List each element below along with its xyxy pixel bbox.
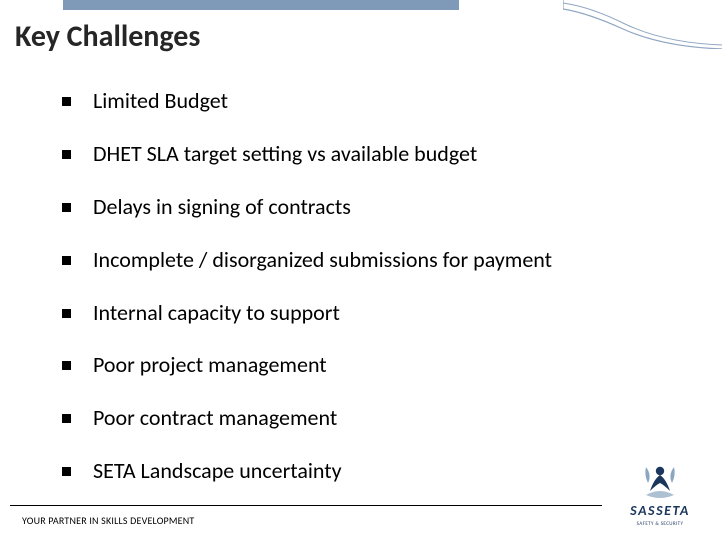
list-item: Internal capacity to support: [62, 300, 702, 326]
list-item: Incomplete / disorganized submissions fo…: [62, 247, 702, 273]
list-item: SETA Landscape uncertainty: [62, 458, 702, 484]
logo-figure-icon: [642, 465, 678, 507]
bullet-text: Limited Budget: [93, 88, 228, 114]
list-item: DHET SLA target setting vs available bud…: [62, 141, 702, 167]
logo-subtext: SAFETY & SECURITY: [610, 521, 710, 527]
corner-decoration: [563, 0, 722, 49]
bullet-text: DHET SLA target setting vs available bud…: [93, 141, 477, 167]
bullet-marker: [62, 414, 71, 423]
list-item: Poor contract management: [62, 405, 702, 431]
bullet-text: SETA Landscape uncertainty: [93, 458, 342, 484]
slide: Key Challenges Limited Budget DHET SLA t…: [0, 0, 722, 541]
bullet-marker: [62, 467, 71, 476]
sasseta-logo: SASSETA SAFETY & SECURITY: [610, 465, 710, 533]
bullet-marker: [62, 203, 71, 212]
logo-text: SASSETA: [610, 502, 710, 519]
bullet-text: Delays in signing of contracts: [93, 194, 351, 220]
bullet-text: Internal capacity to support: [93, 300, 340, 326]
bullet-marker: [62, 256, 71, 265]
bullet-marker: [62, 361, 71, 370]
list-item: Limited Budget: [62, 88, 702, 114]
slide-title: Key Challenges: [15, 18, 200, 55]
bullet-marker: [62, 150, 71, 159]
bullet-marker: [62, 309, 71, 318]
bullet-marker: [62, 97, 71, 106]
footer-tagline: YOUR PARTNER IN SKILLS DEVELOPMENT: [22, 514, 194, 527]
list-item: Delays in signing of contracts: [62, 194, 702, 220]
accent-bar: [63, 0, 459, 10]
bullet-text: Poor contract management: [93, 405, 337, 431]
bullet-list: Limited Budget DHET SLA target setting v…: [62, 88, 702, 511]
bullet-text: Poor project management: [93, 352, 327, 378]
list-item: Poor project management: [62, 352, 702, 378]
bullet-text: Incomplete / disorganized submissions fo…: [93, 247, 552, 273]
footer-divider: [10, 505, 602, 506]
